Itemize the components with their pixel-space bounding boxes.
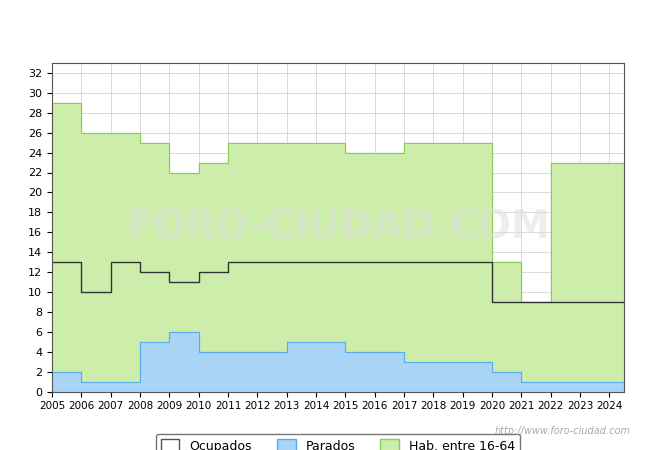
Text: FORO-CIUDAD.COM: FORO-CIUDAD.COM (126, 208, 550, 246)
Legend: Ocupados, Parados, Hab. entre 16-64: Ocupados, Parados, Hab. entre 16-64 (156, 434, 520, 450)
Text: Fuentecambrón - Evolucion de la poblacion en edad de Trabajar Mayo de 2024: Fuentecambrón - Evolucion de la poblacio… (18, 20, 632, 34)
Text: http://www.foro-ciudad.com: http://www.foro-ciudad.com (495, 427, 630, 436)
